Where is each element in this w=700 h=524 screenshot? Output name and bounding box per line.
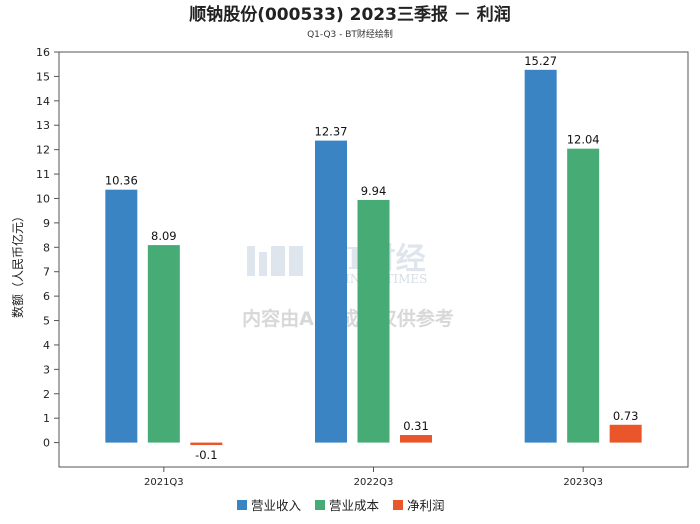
data-label: 15.27 — [524, 54, 557, 68]
y-tick-label: 7 — [43, 266, 50, 279]
bar — [105, 189, 138, 443]
x-tick-label: 2021Q3 — [144, 477, 184, 488]
legend-swatch — [315, 500, 325, 510]
y-tick-label: 1 — [43, 412, 50, 425]
legend-swatch — [237, 500, 247, 510]
data-label: 12.04 — [567, 133, 600, 147]
bar — [400, 435, 432, 443]
y-tick-label: 8 — [43, 241, 50, 254]
bar — [609, 424, 642, 443]
legend-label: 营业收入 — [251, 498, 302, 513]
y-tick-label: 13 — [36, 119, 50, 132]
y-tick-label: 16 — [36, 46, 50, 59]
bt-logo-icon — [247, 246, 303, 276]
data-label: 10.36 — [105, 174, 138, 188]
data-label: 0.31 — [403, 419, 429, 433]
watermark: BT财经 BUSINESSTIMES 内容由AI生成，仅供参考 — [242, 242, 454, 330]
y-axis-label: 数额（人民币亿元） — [10, 210, 25, 318]
x-tick-label: 2023Q3 — [563, 477, 603, 488]
bar — [567, 148, 600, 443]
y-tick-label: 9 — [43, 217, 50, 230]
y-tick-label: 6 — [43, 290, 50, 303]
y-tick-label: 3 — [43, 363, 50, 376]
bar — [315, 140, 347, 443]
bar — [357, 199, 390, 443]
y-tick-label: 5 — [43, 315, 50, 328]
y-tick-label: 12 — [36, 144, 50, 157]
y-tick-label: 15 — [36, 70, 50, 83]
bar — [190, 442, 223, 446]
data-label: 8.09 — [151, 229, 177, 243]
data-label: -0.1 — [195, 448, 217, 462]
bar — [147, 245, 180, 443]
watermark-notice: 内容由AI生成，仅供参考 — [242, 307, 454, 330]
data-label: 9.94 — [361, 184, 387, 198]
y-tick-label: 2 — [43, 388, 50, 401]
legend-swatch — [393, 500, 403, 510]
legend: 营业收入 营业成本 净利润 — [237, 498, 445, 513]
legend-label: 营业成本 — [329, 498, 380, 513]
chart-title: 顺钠股份(000533) 2023三季报 － 利润 — [189, 4, 511, 25]
bars — [105, 69, 642, 446]
y-tick-label: 10 — [36, 192, 50, 205]
y-tick-label: 4 — [43, 339, 50, 352]
legend-label: 净利润 — [407, 498, 445, 513]
y-tick-label: 0 — [43, 437, 50, 450]
x-tick-label: 2022Q3 — [354, 477, 394, 488]
bar — [524, 69, 557, 443]
y-tick-label: 14 — [36, 95, 50, 108]
data-label: 12.37 — [315, 125, 348, 139]
data-labels: 10.36 8.09 -0.1 12.37 9.94 0.31 15.27 12.04 0.73 — [105, 54, 639, 462]
chart-subtitle: Q1-Q3 - BT财经绘制 — [307, 28, 393, 40]
data-label: 0.73 — [613, 409, 639, 423]
y-tick-label: 11 — [36, 168, 50, 181]
